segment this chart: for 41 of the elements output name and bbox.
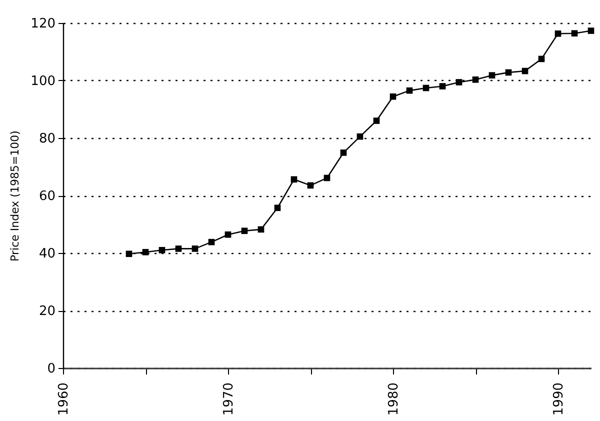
point: [406, 87, 413, 94]
point: [456, 79, 462, 86]
point: [290, 176, 298, 183]
x-tick-label: 1970: [222, 382, 236, 416]
y-tick-label: 0: [47, 362, 56, 376]
point: [554, 30, 562, 37]
point: [488, 72, 496, 78]
point: [422, 84, 430, 92]
point: [175, 246, 182, 252]
point: [373, 118, 380, 124]
point: [258, 226, 264, 233]
point: [439, 83, 446, 90]
x-tick-label: 1960: [56, 382, 72, 416]
y-tick-label: 20: [38, 304, 56, 319]
point: [571, 30, 578, 37]
point: [307, 182, 314, 189]
y-tick-label: 120: [30, 16, 56, 32]
y-axis-title: Price Index (1985=100): [8, 130, 22, 262]
x-tick-label: 1980: [386, 382, 402, 416]
point: [538, 56, 545, 62]
point: [390, 93, 396, 100]
point: [158, 246, 166, 254]
y-tick-label: 80: [38, 132, 56, 146]
point: [505, 69, 512, 76]
point: [340, 150, 347, 156]
point: [224, 231, 232, 238]
point: [324, 174, 330, 182]
y-tick-label: 100: [30, 74, 56, 89]
point: [472, 76, 479, 83]
point: [126, 250, 132, 258]
point: [588, 28, 594, 34]
point: [208, 238, 215, 246]
y-tick-label: 60: [38, 189, 56, 204]
y-tick-label: 40: [38, 246, 56, 262]
point: [192, 246, 198, 252]
point: [241, 228, 248, 234]
x-tick-label: 1990: [552, 382, 566, 416]
point: [274, 204, 281, 212]
point: [356, 133, 364, 140]
point: [142, 248, 149, 256]
point: [522, 68, 528, 74]
